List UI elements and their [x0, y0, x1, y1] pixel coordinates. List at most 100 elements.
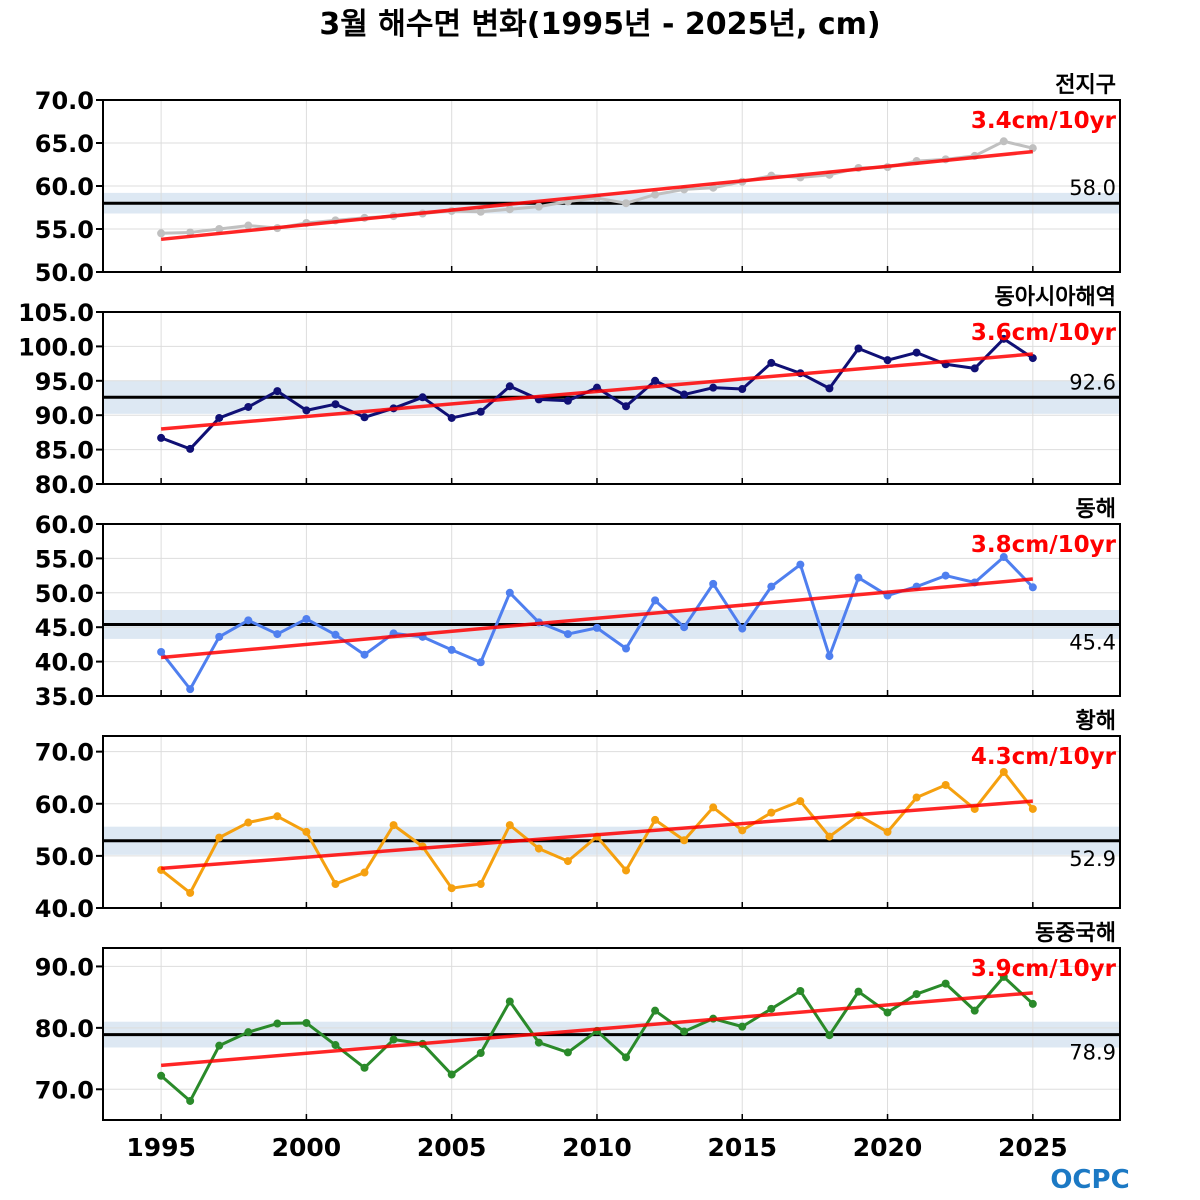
data-point [476, 207, 485, 216]
y-tick-label: 60.0 [35, 511, 94, 539]
data-point [767, 358, 776, 367]
data-point [941, 979, 950, 988]
data-point [651, 596, 660, 605]
data-point [389, 1035, 398, 1044]
plot-frame [102, 735, 1121, 909]
data-point [244, 402, 253, 411]
data-point [331, 400, 340, 409]
data-point [825, 652, 834, 661]
data-point [999, 553, 1008, 562]
data-point [302, 614, 311, 623]
data-point [709, 579, 718, 588]
data-point [622, 866, 631, 875]
data-point [767, 582, 776, 591]
data-point [360, 1063, 369, 1072]
data-point [186, 1096, 195, 1105]
panel-0: 50.0 55.0 60.0 65.0 70.0 58.0 전지구 3.4cm/10yr [35, 73, 1121, 287]
data-point [1028, 999, 1037, 1008]
x-axis: 1995 2000 2005 2010 2015 2020 2025 [126, 1133, 1067, 1162]
mean-label: 78.9 [1069, 1041, 1116, 1065]
panel-1: 80.0 85.0 90.0 95.0 100.0 105.0 92.6 동아시아해역 3.6c… [18, 285, 1121, 499]
y-tick-label: 55.0 [35, 216, 94, 244]
data-point [622, 644, 631, 653]
data-point [505, 205, 514, 214]
panel-2: 35.0 40.0 45.0 50.0 55.0 60.0 45.4 동해 3.8cm/10yr [35, 497, 1121, 711]
data-point [622, 1053, 631, 1062]
trend-line [160, 799, 1033, 871]
data-point [244, 616, 253, 625]
y-tick-label: 45.0 [35, 614, 94, 642]
data-point [941, 571, 950, 580]
x-tick-label: 2005 [417, 1133, 487, 1162]
data-point [215, 833, 224, 842]
trend-line [160, 577, 1033, 660]
data-point [302, 1018, 311, 1027]
data-point [767, 808, 776, 817]
mean-label: 58.0 [1069, 176, 1116, 200]
data-point [738, 1022, 747, 1031]
data-point [563, 857, 572, 866]
data-point [912, 793, 921, 802]
data-point [273, 387, 282, 396]
data-point [883, 1008, 892, 1017]
plot-background [103, 736, 1120, 908]
data-point [680, 623, 689, 632]
data-point [592, 623, 601, 632]
y-tick-label: 100.0 [18, 333, 94, 361]
data-point [854, 344, 863, 353]
mean-label: 92.6 [1069, 370, 1116, 394]
chart-panels: 50.0 55.0 60.0 65.0 70.0 58.0 전지구 3.4cm/10yr 80.… [18, 73, 1121, 1121]
mean-label: 45.4 [1069, 630, 1116, 654]
y-tick-label: 50.0 [35, 259, 94, 287]
panel-name: 동아시아해역 [995, 285, 1116, 310]
data-point [244, 818, 253, 827]
data-point [447, 645, 456, 654]
panel-name: 동중국해 [1035, 921, 1116, 946]
y-tick-label: 35.0 [35, 683, 94, 711]
x-tick-label: 2020 [853, 1133, 923, 1162]
data-point [360, 413, 369, 422]
data-point [157, 647, 166, 656]
y-tick-label: 70.0 [35, 739, 94, 767]
data-point [854, 987, 863, 996]
data-point [476, 658, 485, 667]
data-point [738, 624, 747, 633]
data-point [970, 364, 979, 373]
data-point [999, 972, 1008, 981]
data-point [651, 190, 660, 199]
trend-line [160, 352, 1033, 431]
y-tick-label: 60.0 [35, 173, 94, 201]
data-point [505, 821, 514, 830]
data-point [622, 402, 631, 411]
y-tick-label: 70.0 [35, 1076, 94, 1104]
panel-name: 전지구 [1055, 73, 1116, 98]
data-point [534, 1038, 543, 1047]
ocpc-logo-text: OCPC [1050, 1165, 1129, 1195]
plot-frame [102, 99, 1121, 273]
data-point [941, 780, 950, 789]
data-point [796, 987, 805, 995]
y-tick-label: 70.0 [35, 87, 94, 115]
data-point [215, 1041, 224, 1050]
y-tick-label: 40.0 [35, 649, 94, 677]
y-tick-label: 40.0 [35, 895, 94, 923]
data-point [563, 630, 572, 639]
x-tick-label: 2000 [272, 1133, 342, 1162]
data-point [738, 385, 747, 394]
data-point [186, 888, 195, 897]
data-point [186, 444, 195, 453]
data-point [999, 334, 1008, 343]
y-tick-label: 95.0 [35, 368, 94, 396]
data-point [505, 997, 514, 1006]
trend-label: 3.4cm/10yr [971, 108, 1117, 134]
data-point [244, 221, 253, 230]
trend-label: 3.6cm/10yr [971, 320, 1117, 346]
data-point [244, 1028, 253, 1037]
data-point [1028, 804, 1037, 813]
data-point [476, 880, 485, 889]
data-point [1028, 354, 1037, 363]
data-point [912, 990, 921, 999]
trend-label: 4.3cm/10yr [971, 744, 1117, 770]
data-point [157, 229, 166, 238]
